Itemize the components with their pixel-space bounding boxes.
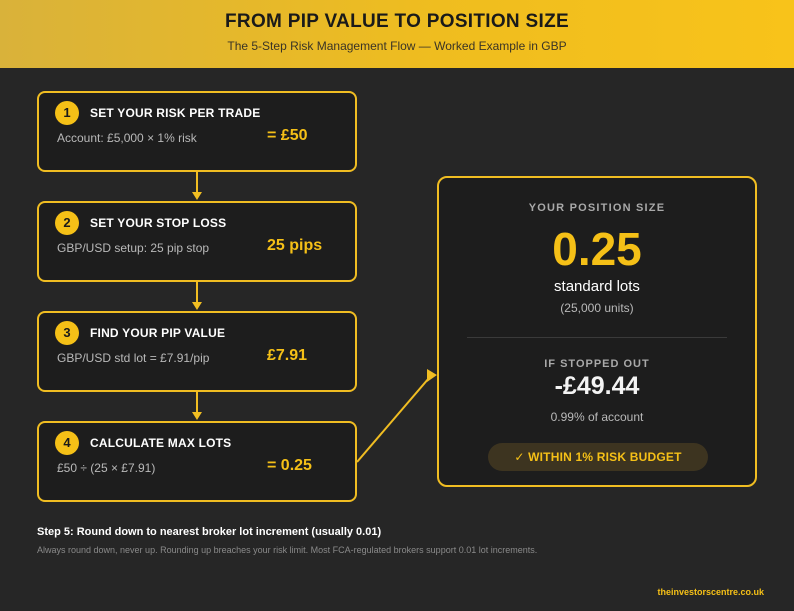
- step-result: = £50: [267, 127, 308, 144]
- step-detail: GBP/USD setup: 25 pip stop: [57, 241, 210, 255]
- step-result: £7.91: [267, 347, 308, 364]
- risk-budget-badge: ✓ WITHIN 1% RISK BUDGET: [488, 443, 708, 471]
- step-detail: Account: £5,000 × 1% risk: [57, 131, 197, 145]
- step-result: 25 pips: [267, 237, 323, 254]
- step-4-card: 4 CALCULATE MAX LOTS £50 ÷ (25 × £7.91) …: [37, 421, 357, 502]
- step-2-card: 2 SET YOUR STOP LOSS GBP/USD setup: 25 p…: [37, 201, 357, 282]
- position-size-units-detail: (25,000 units): [560, 301, 634, 315]
- stopped-out-loss: -£49.44: [554, 372, 640, 400]
- step-number-badge: 4: [55, 431, 79, 455]
- step-detail: £50 ÷ (25 × £7.91): [57, 461, 156, 475]
- page-title: FROM PIP VALUE TO POSITION SIZE: [225, 11, 569, 32]
- step-title: FIND YOUR PIP VALUE: [90, 326, 226, 340]
- arrowhead-step3: [192, 302, 202, 310]
- step-title: CALCULATE MAX LOTS: [90, 436, 232, 450]
- position-size-label: YOUR POSITION SIZE: [528, 202, 666, 214]
- step-detail: GBP/USD std lot = £7.91/pip: [57, 351, 210, 365]
- step-title: SET YOUR RISK PER TRADE: [90, 106, 261, 120]
- arrowhead-step4: [192, 412, 202, 420]
- arrowhead-result: [427, 369, 437, 382]
- arrow-step4-to-result: [356, 377, 430, 463]
- step-5-title: Step 5: Round down to nearest broker lot…: [37, 526, 382, 538]
- position-size-unit: standard lots: [554, 278, 640, 295]
- step-1-card: 1 SET YOUR RISK PER TRADE Account: £5,00…: [37, 91, 357, 172]
- step-result: = 0.25: [267, 457, 312, 474]
- step-number-badge: 1: [55, 101, 79, 125]
- step-5-note: Always round down, never up. Rounding up…: [37, 545, 538, 555]
- position-size-value: 0.25: [552, 223, 642, 275]
- step-title: SET YOUR STOP LOSS: [90, 216, 227, 230]
- page-subtitle: The 5-Step Risk Management Flow — Worked…: [227, 39, 567, 53]
- arrowhead-step2: [192, 192, 202, 200]
- brand-url: theinvestorscentre.co.uk: [657, 587, 764, 597]
- header-banner: FROM PIP VALUE TO POSITION SIZE The 5-St…: [0, 0, 794, 68]
- panel-divider: [467, 337, 727, 338]
- stopped-out-label: IF STOPPED OUT: [544, 358, 650, 370]
- step-number-badge: 3: [55, 321, 79, 345]
- stopped-out-percent: 0.99% of account: [550, 410, 644, 424]
- step-3-card: 3 FIND YOUR PIP VALUE GBP/USD std lot = …: [37, 311, 357, 392]
- step-number-badge: 2: [55, 211, 79, 235]
- position-size-panel: YOUR POSITION SIZE 0.25 standard lots (2…: [437, 176, 757, 487]
